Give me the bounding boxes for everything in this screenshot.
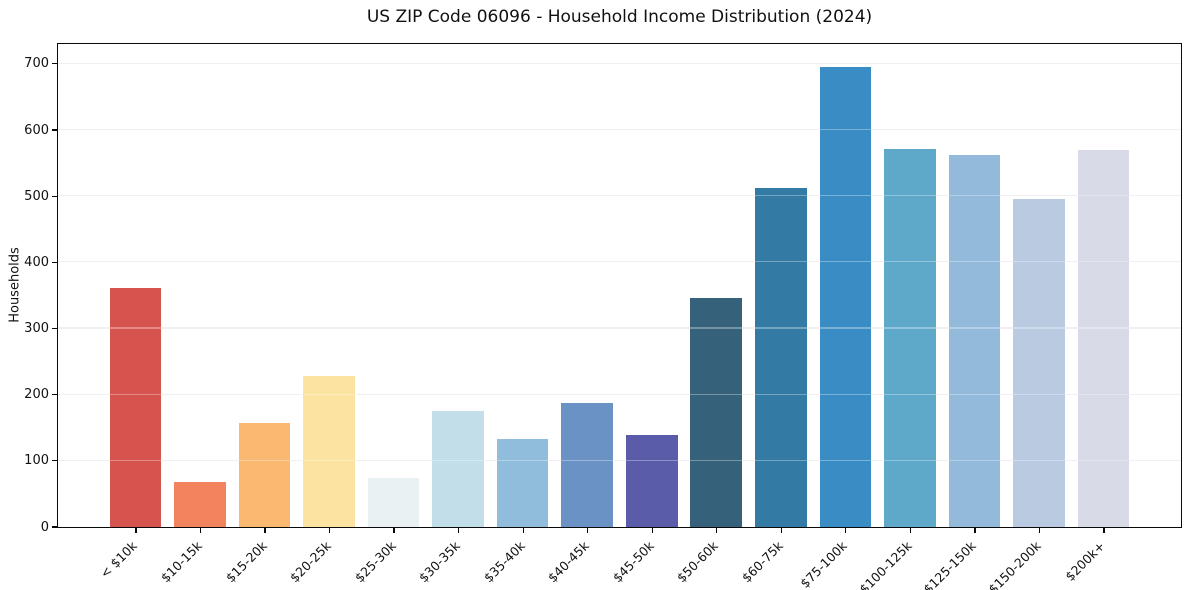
x-tick-label-$60-75k: $60-75k (738, 538, 786, 586)
y-tick-mark-100 (51, 460, 57, 462)
x-tick-mark-$10-15k (199, 528, 202, 533)
x-tick-mark-$50-60k (716, 528, 718, 533)
x-tick-label-$45-50k: $45-50k (609, 538, 657, 586)
bar-$50-60k (690, 298, 743, 527)
x-tick-label-$75-100k: $75-100k (797, 538, 851, 590)
bar-$20-25k (303, 376, 355, 527)
bar-$40-45k (561, 403, 613, 527)
x-tick-label-$40-45k: $40-45k (544, 538, 593, 586)
y-tick-label-500: 500 (24, 188, 49, 204)
gridline-400 (57, 261, 1181, 263)
x-tick-label-$100-125k: $100-125k (856, 538, 915, 590)
bar-< $10k (109, 288, 162, 527)
y-tick-label-0: 0 (40, 519, 49, 535)
gridline-300 (57, 327, 1181, 329)
y-tick-mark-400 (51, 261, 57, 263)
x-tick-mark-$20-25k (328, 528, 331, 533)
y-tick-mark-700 (51, 63, 57, 65)
bar-$15-20k (238, 422, 291, 527)
x-tick-label-$150-200k: $150-200k (985, 538, 1044, 590)
x-tick-label-< $10k: < $10k (97, 538, 141, 582)
x-tick-mark-$60-75k (780, 528, 782, 533)
x-tick-mark-$35-40k (522, 528, 524, 533)
y-tick-mark-300 (51, 327, 57, 330)
x-tick-mark-$40-45k (587, 528, 589, 533)
bar-$75-100k (819, 67, 872, 527)
y-tick-label-700: 700 (24, 56, 49, 72)
bar-$25-30k (367, 477, 420, 527)
x-tick-label-$25-30k: $25-30k (351, 538, 399, 586)
gridline-400 (57, 261, 1181, 263)
chart-title: US ZIP Code 06096 - Household Income Dis… (366, 7, 873, 27)
y-tick-label-100: 100 (24, 453, 49, 469)
x-tick-label-$50-60k: $50-60k (674, 538, 722, 586)
x-tick-mark-$100-125k (909, 528, 911, 533)
y-tick-mark-200 (51, 394, 57, 396)
gridline-200 (57, 393, 1181, 395)
x-tick-label-$125-150k: $125-150k (920, 538, 980, 590)
y-tick-label-200: 200 (24, 387, 49, 403)
bar-$30-35k (432, 411, 484, 527)
bar-$100-125k (884, 148, 936, 527)
x-tick-mark-$30-35k (458, 528, 460, 533)
gridline-200 (57, 393, 1181, 395)
gridline-600 (57, 128, 1181, 131)
bar-$150-200k (1013, 199, 1065, 527)
gridline-100 (57, 459, 1181, 461)
y-tick-mark-0 (51, 526, 57, 528)
x-tick-mark-$200k+ (1103, 528, 1105, 533)
x-tick-mark-$25-30k (393, 528, 395, 533)
bar-$35-40k (496, 439, 549, 527)
y-tick-mark-500 (51, 195, 57, 197)
x-tick-mark-$150-200k (1038, 528, 1041, 533)
bar-$125-150k (948, 154, 1001, 527)
y-tick-label-300: 300 (24, 321, 49, 336)
bar-$10-15k (174, 481, 226, 527)
x-tick-mark-< $10k (135, 528, 137, 533)
x-tick-label-$200k+: $200k+ (1062, 538, 1109, 584)
gridline-500 (57, 195, 1181, 197)
gridline-700 (57, 62, 1181, 64)
plot-area (56, 42, 1182, 528)
x-tick-label-$20-25k: $20-25k (286, 538, 334, 586)
gridline-300 (57, 327, 1181, 329)
x-tick-mark-$15-20k (264, 528, 266, 533)
gridline-700 (57, 62, 1181, 64)
x-tick-label-$10-15k: $10-15k (157, 538, 205, 586)
y-tick-label-400: 400 (24, 254, 49, 270)
gridline-600 (57, 128, 1181, 131)
gridline-100 (57, 459, 1181, 461)
bar-$60-75k (755, 187, 807, 527)
x-tick-label-$30-35k: $30-35k (415, 538, 463, 586)
x-tick-mark-$45-50k (651, 528, 653, 533)
x-tick-label-$35-40k: $35-40k (480, 538, 528, 586)
x-tick-mark-$125-150k (974, 528, 976, 533)
x-tick-label-$15-20k: $15-20k (222, 538, 270, 586)
bar-$200k+ (1077, 150, 1130, 527)
y-tick-label-600: 600 (24, 122, 49, 138)
bar-$45-50k (625, 435, 678, 527)
x-tick-mark-$75-100k (845, 528, 847, 533)
gridline-500 (57, 195, 1181, 197)
y-tick-mark-600 (51, 129, 57, 131)
